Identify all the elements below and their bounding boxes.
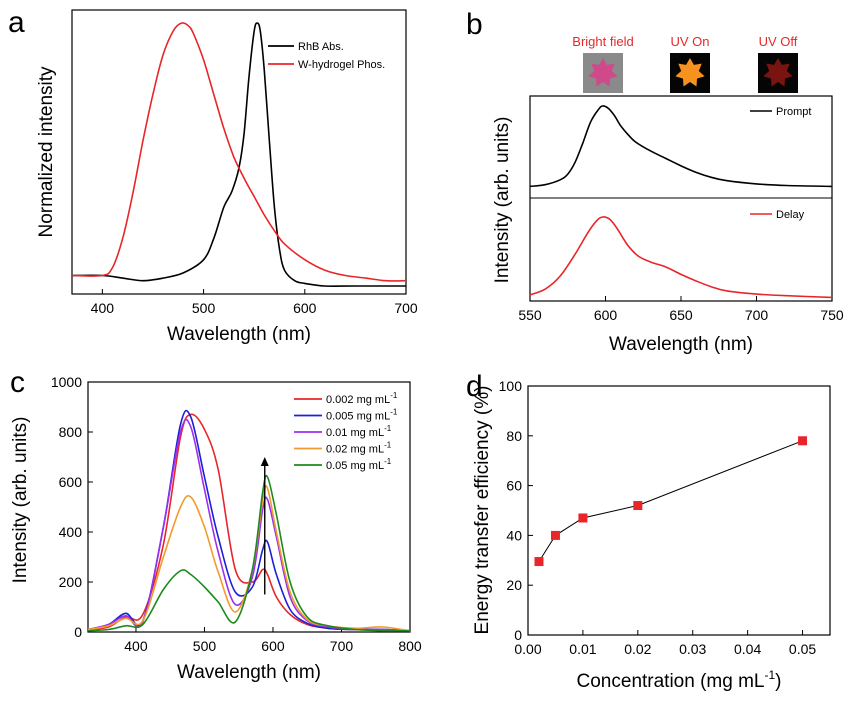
- panel-c-ylabel: Intensity (arb. units): [10, 417, 31, 584]
- panel-b-ylabel: Intensity (arb. units): [492, 117, 513, 284]
- panel-label-b: b: [466, 8, 483, 41]
- panel-d-ytick-label: 80: [506, 428, 522, 444]
- panel-a-chart: 400 500 600 700 RhB Abs. W-hydrogel Phos. Wa…: [36, 9, 418, 345]
- panel-a-ylabel: Normalized intensity: [36, 66, 57, 238]
- panel-c-ytick-label: 400: [59, 524, 83, 540]
- panel-b-xlabel: Wavelength (nm): [609, 334, 753, 355]
- panel-d-ytick-label: 60: [506, 478, 522, 494]
- series-005-line: [87, 474, 411, 632]
- panel-c-xlabel: Wavelength (nm): [177, 662, 321, 683]
- panel-d-xtick-label: 0.03: [679, 641, 706, 657]
- panel-d-ylabel: Energy transfer efficiency (%): [472, 386, 493, 635]
- panel-b-xtick-label: 650: [669, 307, 693, 323]
- panel-d-xlabel: Concentration (mg mL-1): [577, 668, 782, 692]
- photo-label: UV On: [670, 34, 709, 49]
- panel-d-ytick-label: 20: [506, 577, 522, 593]
- panel-d-frame: [527, 385, 831, 636]
- panel-d-chart: 0.00 0.01 0.02 0.03 0.04 0.05 0 20 40 60 80 100 Con…: [472, 378, 831, 692]
- panel-c-xtick-label: 500: [193, 638, 217, 654]
- panel-b-xtick-label: 550: [518, 307, 542, 323]
- panel-c-legend-label: 0.002 mg mL-1: [326, 391, 398, 406]
- efficiency-connector-line: [538, 440, 803, 562]
- efficiency-data-point: [633, 501, 643, 511]
- panel-c-legend-label: 0.005 mg mL-1: [326, 408, 398, 423]
- panel-c-ytick-label: 200: [59, 574, 83, 590]
- photo-label: UV Off: [759, 34, 798, 49]
- panel-d-xtick-label: 0.00: [514, 641, 541, 657]
- efficiency-data-point: [550, 530, 560, 540]
- panel-c-legend-text: 0.01 mg mL: [326, 427, 384, 439]
- flower-hydrogel-shape: [588, 58, 618, 87]
- panel-a-xtick-label: 700: [394, 300, 418, 316]
- panel-c-xtick-label: 700: [330, 638, 354, 654]
- panel-d-ytick-label: 40: [506, 527, 522, 543]
- photo-label: Bright field: [572, 34, 633, 49]
- panel-c-legend-label: 0.05 mg mL-1: [326, 457, 392, 472]
- panel-d-xlabel-end: ): [775, 671, 781, 692]
- panel-a-xtick-label: 400: [91, 300, 115, 316]
- efficiency-data-point: [798, 436, 808, 446]
- panel-label-d: d: [466, 370, 483, 403]
- panel-d-xtick-label: 0.02: [624, 641, 651, 657]
- panel-c-legend-text: 0.05 mg mL: [326, 460, 384, 472]
- efficiency-data-point: [578, 513, 588, 523]
- panel-c-xtick-label: 400: [124, 638, 148, 654]
- panel-c-legend-label: 0.02 mg mL-1: [326, 441, 392, 456]
- panel-c-legend-sup: -1: [384, 441, 392, 450]
- panel-d-xlabel-main: Concentration (mg mL: [577, 671, 765, 692]
- panel-a-frame: [71, 9, 407, 295]
- panel-a-legend-label: RhB Abs.: [298, 41, 344, 53]
- panel-d-ytick-label: 0: [514, 627, 522, 643]
- panel-c-ytick-label: 800: [59, 424, 83, 440]
- panel-c-ytick-label: 1000: [51, 374, 82, 390]
- panel-a-legend-label: W-hydrogel Phos.: [298, 59, 385, 71]
- panel-c-legend-sup: -1: [384, 424, 392, 433]
- panel-label-c: c: [10, 366, 25, 399]
- panel-d-xlabel-sup: -1: [764, 668, 775, 682]
- efficiency-data-point: [534, 557, 544, 567]
- panel-b-legend-label: Prompt: [776, 106, 811, 118]
- panel-d-xtick-label: 0.04: [734, 641, 761, 657]
- panel-c-legend-text: 0.02 mg mL: [326, 444, 384, 456]
- increase-arrow-head: [260, 457, 269, 466]
- panel-b-chart: Bright field UV On UV Off 550 600 650 700 750 …: [492, 34, 844, 355]
- panel-c-ytick-label: 600: [59, 474, 83, 490]
- panel-c-legend-sup: -1: [384, 457, 392, 466]
- panel-b-xtick-label: 600: [594, 307, 618, 323]
- panel-a-xtick-label: 500: [192, 300, 216, 316]
- flower-hydrogel-shape: [675, 58, 705, 87]
- flower-hydrogel-shape: [763, 58, 793, 87]
- panel-label-a: a: [8, 6, 25, 39]
- panel-a-xlabel: Wavelength (nm): [167, 324, 311, 345]
- panel-d-xtick-label: 0.01: [569, 641, 596, 657]
- panel-c-chart: 400 500 600 700 800 0 200 400 600 800 1000 0.002 m…: [10, 374, 422, 683]
- panel-b-xtick-label: 700: [745, 307, 769, 323]
- panel-c-ytick-label: 0: [74, 624, 82, 640]
- panel-b-xtick-label: 750: [820, 307, 844, 323]
- panel-c-legend-sup: -1: [390, 408, 398, 417]
- panel-c-frame: [87, 381, 411, 633]
- delayed-emission-line: [529, 216, 833, 299]
- rhb-absorption-line: [71, 22, 406, 287]
- panel-c-legend-sup: -1: [390, 391, 398, 400]
- prompt-emission-line: [529, 105, 833, 188]
- panel-c-legend-text: 0.002 mg mL: [326, 394, 390, 406]
- panel-a-xtick-label: 600: [293, 300, 317, 316]
- series-002-line: [87, 485, 411, 632]
- panel-c-legend-label: 0.01 mg mL-1: [326, 424, 392, 439]
- panel-d-ytick-label: 100: [499, 378, 523, 394]
- panel-b-legend-label: Delay: [776, 209, 805, 221]
- panel-c-legend-text: 0.005 mg mL: [326, 411, 390, 423]
- panel-d-xtick-label: 0.05: [789, 641, 816, 657]
- panel-c-xtick-label: 800: [398, 638, 422, 654]
- panel-c-xtick-label: 600: [261, 638, 285, 654]
- w-hydrogel-phosphorescence-line: [71, 22, 407, 282]
